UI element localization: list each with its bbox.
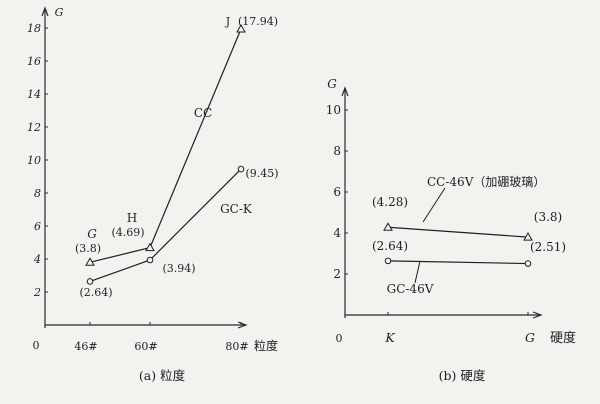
data-label: (2.64): [79, 286, 112, 299]
point-marker-cc: [236, 23, 246, 33]
series-line-gc-46v: [387, 260, 529, 265]
y-tick-label: 16: [27, 55, 41, 68]
data-label: (9.45): [245, 167, 278, 180]
y-axis-arrow: [341, 86, 349, 97]
series-label: GC-K: [220, 202, 253, 216]
x-axis-label: 粒度: [254, 338, 278, 353]
y-tick-label: 8: [333, 144, 341, 158]
origin-label: 0: [336, 332, 343, 345]
origin-label: 0: [33, 339, 40, 352]
series-label: CC-46V（加硼玻璃）: [427, 175, 545, 189]
caption: (b) 硬度: [439, 368, 486, 383]
point-marker-cc: [85, 257, 95, 266]
caption: (a) 粒度: [139, 368, 186, 383]
y-axis-label: G: [55, 6, 64, 19]
point-marker-cc-46v: [383, 222, 393, 231]
point-marker-cc-46v: [523, 232, 533, 241]
point-marker-cc: [145, 242, 155, 252]
x-axis-arrow: [532, 311, 543, 319]
x-axis-label: 硬度: [550, 330, 576, 346]
x-tick-label: 60#: [134, 340, 157, 353]
point-marker-gc-k: [237, 165, 245, 173]
x-tick-label: 46#: [74, 340, 97, 353]
data-label: (4.28): [372, 195, 408, 209]
point-letter: J: [225, 15, 230, 28]
data-label: (17.94): [238, 15, 278, 28]
data-label: (3.8): [534, 210, 562, 224]
y-tick-label: 4: [33, 253, 41, 266]
data-label: (2.51): [530, 240, 566, 254]
y-axis-label: G: [327, 77, 337, 91]
y-tick-label: 2: [33, 286, 41, 299]
point-marker-gc-46v: [384, 257, 392, 265]
leader-line: [414, 260, 421, 284]
data-label: (3.94): [162, 262, 195, 275]
series-line-cc-46v: [387, 226, 529, 238]
data-label: (4.69): [111, 226, 144, 239]
x-tick-label: K: [384, 330, 395, 345]
y-axis-arrow: [41, 6, 49, 17]
y-tick-label: 4: [333, 226, 341, 240]
data-label: (3.8): [75, 242, 101, 255]
y-tick-label: 6: [333, 185, 341, 199]
leader-line: [422, 187, 446, 223]
y-tick-label: 10: [326, 103, 341, 117]
x-tick-label: G: [525, 330, 535, 345]
data-label: (2.64): [372, 239, 408, 253]
point-letter: H: [127, 211, 137, 225]
y-tick-label: 18: [27, 22, 41, 35]
x-tick-label: 80#: [225, 340, 248, 353]
y-tick-label: 6: [34, 220, 41, 233]
point-marker-gc-46v: [524, 260, 532, 267]
point-marker-gc-k: [146, 256, 154, 264]
y-tick-label: 14: [27, 88, 41, 101]
series-label: GC-46V: [387, 282, 434, 296]
series-label: CC: [194, 106, 212, 120]
y-tick-label: 10: [27, 154, 41, 167]
point-marker-gc-k: [86, 278, 94, 285]
y-tick-label: 8: [34, 187, 41, 200]
y-tick-label: 12: [27, 121, 41, 134]
y-tick-label: 2: [333, 267, 341, 281]
point-letter: G: [87, 227, 97, 241]
